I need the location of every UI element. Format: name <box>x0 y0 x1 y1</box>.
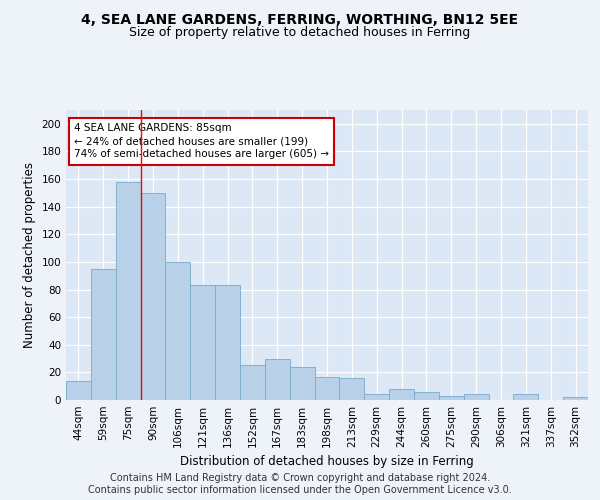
Y-axis label: Number of detached properties: Number of detached properties <box>23 162 36 348</box>
Bar <box>265 358 290 400</box>
Bar <box>314 376 340 400</box>
Bar <box>66 380 91 400</box>
Bar <box>190 286 215 400</box>
Bar <box>389 389 414 400</box>
Bar <box>439 396 464 400</box>
Text: Contains HM Land Registry data © Crown copyright and database right 2024.
Contai: Contains HM Land Registry data © Crown c… <box>88 474 512 495</box>
Bar <box>91 269 116 400</box>
Bar <box>563 397 588 400</box>
Text: Size of property relative to detached houses in Ferring: Size of property relative to detached ho… <box>130 26 470 39</box>
Bar <box>464 394 488 400</box>
X-axis label: Distribution of detached houses by size in Ferring: Distribution of detached houses by size … <box>180 456 474 468</box>
Bar <box>414 392 439 400</box>
Bar <box>140 193 166 400</box>
Bar <box>290 367 314 400</box>
Text: 4 SEA LANE GARDENS: 85sqm
← 24% of detached houses are smaller (199)
74% of semi: 4 SEA LANE GARDENS: 85sqm ← 24% of detac… <box>74 123 329 160</box>
Bar <box>166 262 190 400</box>
Bar <box>364 394 389 400</box>
Bar <box>514 394 538 400</box>
Bar <box>215 286 240 400</box>
Bar <box>116 182 140 400</box>
Text: 4, SEA LANE GARDENS, FERRING, WORTHING, BN12 5EE: 4, SEA LANE GARDENS, FERRING, WORTHING, … <box>82 12 518 26</box>
Bar <box>340 378 364 400</box>
Bar <box>240 366 265 400</box>
